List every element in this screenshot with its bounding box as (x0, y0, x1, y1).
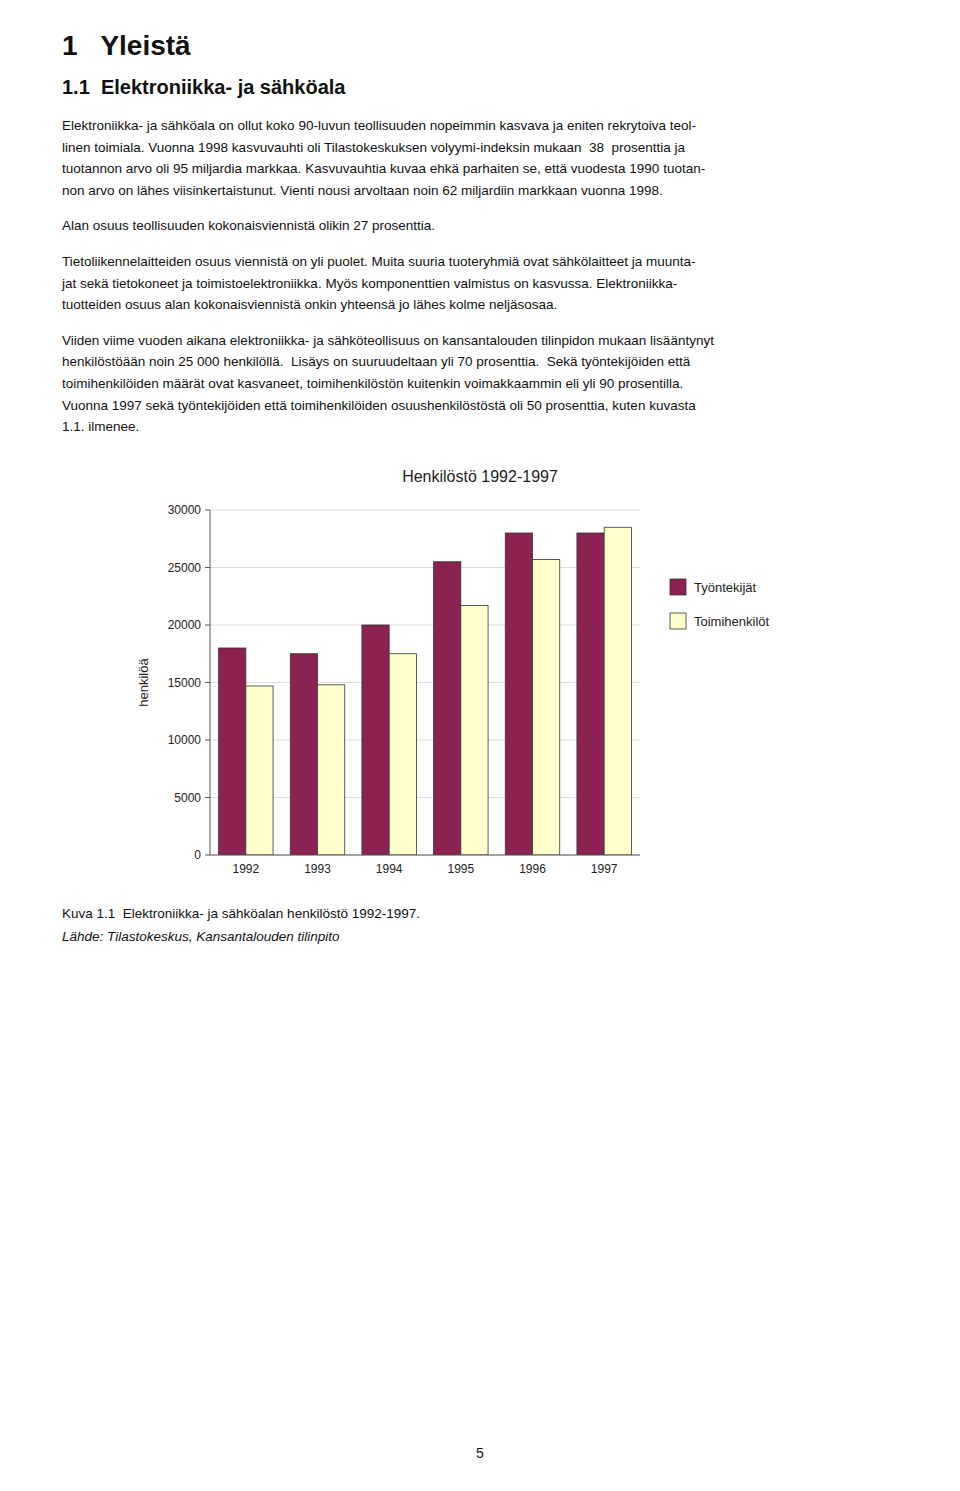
paragraph-line: jat sekä tietokoneet ja toimistoelektron… (62, 273, 942, 295)
x-tick-label: 1995 (447, 862, 474, 876)
paragraph-line: Viiden viime vuoden aikana elektroniikka… (62, 330, 942, 352)
y-tick (205, 682, 210, 683)
x-tick-label: 1997 (591, 862, 618, 876)
bar (290, 653, 317, 854)
grid-line (210, 509, 640, 510)
legend-swatch (670, 579, 686, 595)
paragraph-line: non arvo on lähes viisinkertaistunut. Vi… (62, 180, 942, 202)
chart: Henkilöstö 1992-1997 0 5000 10000 15000 20000… (0, 460, 960, 900)
paragraph-line: Alan osuus teollisuuden kokonaisviennist… (62, 215, 942, 237)
bar (434, 561, 461, 854)
paragraph-line: Tietoliikennelaitteiden osuus viennistä … (62, 251, 942, 273)
chart-title: Henkilöstö 1992-1997 (402, 468, 558, 485)
paragraph: Alan osuus teollisuuden kokonaisviennist… (62, 215, 942, 237)
legend-swatch (670, 613, 686, 629)
y-axis-label: henkilöä (136, 657, 151, 706)
y-tick-label: 15000 (168, 675, 202, 689)
paragraph-line: henkilöstöään noin 25 000 henkilöllä. Li… (62, 351, 942, 373)
bar (505, 533, 532, 855)
paragraph: Elektroniikka- ja sähköala on ollut koko… (62, 115, 942, 201)
y-tick-label: 0 (194, 848, 201, 862)
grid-line (210, 682, 640, 683)
paragraph: Tietoliikennelaitteiden osuus viennistä … (62, 251, 942, 316)
caption: Kuva 1.1 Elektroniikka- ja sähköalan hen… (62, 906, 942, 921)
x-tick-label: 1994 (376, 862, 403, 876)
heading: 1 Yleistä (62, 30, 942, 62)
y-tick (205, 854, 210, 855)
y-tick (205, 624, 210, 625)
bars (219, 527, 632, 855)
bar (461, 605, 488, 855)
legend-label: Työntekijät (694, 580, 757, 595)
paragraph-line: toimihenkilöiden määrät ovat kasvaneet, … (62, 373, 942, 395)
x-axis (210, 854, 640, 855)
bar (246, 686, 273, 855)
page: 1 Yleistä 1.1 Elektroniikka- ja sähköala E… (62, 30, 942, 952)
paragraph-line: linen toimiala. Vuonna 1998 kasvuvauhti … (62, 137, 942, 159)
y-axis (210, 510, 211, 855)
bar (604, 527, 631, 855)
source: Lähde: Tilastokeskus, Kansantalouden til… (62, 929, 942, 944)
bar (318, 685, 345, 855)
subheading: 1.1 Elektroniikka- ja sähköala (62, 76, 942, 99)
bar (219, 648, 246, 855)
y-tick-label: 25000 (168, 560, 202, 574)
page-number: 5 (0, 1445, 960, 1461)
y-tick-label: 5000 (174, 790, 201, 804)
x-tick-label: 1992 (232, 862, 259, 876)
grid-line (210, 739, 640, 740)
grid-line (210, 797, 640, 798)
paragraph-line: 1.1. ilmenee. (62, 416, 942, 438)
bar (389, 653, 416, 854)
y-tick (205, 739, 210, 740)
grid-line (210, 567, 640, 568)
y-tick-label: 30000 (168, 503, 202, 517)
y-tick (205, 567, 210, 568)
paragraph-line: Vuonna 1997 sekä työntekijöiden että toi… (62, 395, 942, 417)
y-tick (205, 509, 210, 510)
paragraph-line: tuotteiden osuus alan kokonaisviennistä … (62, 294, 942, 316)
y-tick-label: 10000 (168, 733, 202, 747)
legend-label: Toimihenkilöt (694, 614, 770, 629)
bar (362, 625, 389, 855)
bar (577, 533, 604, 855)
paragraph-line: tuotannon arvo oli 95 miljardia markkaa.… (62, 158, 942, 180)
paragraph-line: Elektroniikka- ja sähköala on ollut koko… (62, 115, 942, 137)
y-tick-label: 20000 (168, 618, 202, 632)
y-tick (205, 797, 210, 798)
bar (533, 559, 560, 855)
x-tick-label: 1993 (304, 862, 331, 876)
grid-line (210, 854, 640, 855)
grid-line (210, 624, 640, 625)
x-tick-label: 1996 (519, 862, 546, 876)
paragraph: Viiden viime vuoden aikana elektroniikka… (62, 330, 942, 438)
